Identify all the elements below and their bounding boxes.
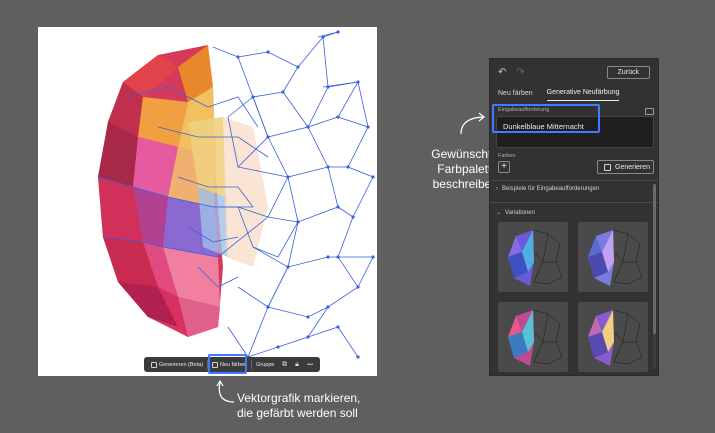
variations-section-toggle[interactable]: ⌄ Variationen xyxy=(496,209,535,217)
generate-icon xyxy=(604,163,611,171)
callout-line: Gewünschte xyxy=(431,147,498,161)
select-vector-callout: Vektorgrafik markieren, die gefärbt werd… xyxy=(237,391,387,421)
panel-header: ↶ ↷ Zurück xyxy=(490,59,658,85)
callout-line: die gefärbt werden soll xyxy=(237,406,358,420)
tab-generative-recolor[interactable]: Generative Neufärbung xyxy=(546,85,620,101)
section-divider xyxy=(490,180,658,181)
describe-palette-callout: Gewünschte Farbpalette beschreiben xyxy=(418,147,498,192)
prompt-highlight-box xyxy=(492,104,600,133)
variation-thumbnail[interactable] xyxy=(498,222,568,292)
prompt-menu-icon[interactable] xyxy=(645,108,654,115)
duplicate-icon[interactable]: ⧉ xyxy=(282,360,288,368)
more-options-button[interactable]: ••• xyxy=(303,359,317,370)
contextual-task-bar: Generieren (Beta) Neu färben Gruppe ⧉ 🔒︎… xyxy=(144,357,320,372)
variations-label: Variationen xyxy=(505,209,535,216)
chevron-right-icon: › xyxy=(496,186,498,192)
group-button[interactable]: Gruppe xyxy=(252,359,278,370)
tab-recolor[interactable]: Neu färben xyxy=(498,89,533,97)
colors-label: Farben xyxy=(498,153,516,159)
generate-button[interactable]: Generieren xyxy=(597,160,654,174)
toolbar-divider xyxy=(251,360,253,369)
recolor-highlight-box xyxy=(208,354,247,374)
variation-thumbnail[interactable] xyxy=(578,222,648,292)
lion-vector-artwork[interactable] xyxy=(38,27,377,376)
recolor-icon xyxy=(211,361,218,368)
section-divider xyxy=(490,202,658,203)
generate-icon xyxy=(151,361,157,368)
callout-line: Farbpalette xyxy=(437,162,498,176)
callout-line: Vektorgrafik markieren, xyxy=(237,391,361,405)
back-button[interactable]: Zurück xyxy=(606,65,650,79)
panel-tabs: Neu färben Generative Neufärbung xyxy=(490,85,658,101)
lock-icon[interactable]: 🔒︎ xyxy=(295,360,299,368)
curved-arrow-icon xyxy=(460,112,485,135)
generate-beta-button[interactable]: Generieren (Beta) xyxy=(147,359,207,370)
variation-thumbnail[interactable] xyxy=(498,302,568,372)
add-color-button[interactable]: + xyxy=(498,161,510,173)
prompt-label: Eingabeaufforderung xyxy=(498,107,550,113)
examples-label: Beispiele für Eingabeaufforderungen xyxy=(502,186,600,192)
undo-icon[interactable]: ↶ xyxy=(498,66,507,78)
examples-section-toggle[interactable]: › Beispiele für Eingabeaufforderungen xyxy=(496,186,599,192)
generative-recolor-panel: ↶ ↷ Zurück Neu färben Generative Neufärb… xyxy=(489,58,659,376)
toolbar-divider xyxy=(207,360,208,369)
callout-line: beschreiben xyxy=(432,177,498,191)
scrollbar-thumb[interactable] xyxy=(653,184,656,334)
recolor-label: Neu färben xyxy=(219,361,248,368)
redo-icon[interactable]: ↷ xyxy=(516,66,525,78)
recolor-button[interactable]: Neu färben xyxy=(208,359,251,370)
group-label: Gruppe xyxy=(256,361,275,368)
more-label: ••• xyxy=(307,361,314,368)
variation-thumbnail[interactable] xyxy=(578,302,648,372)
generate-button-label: Generieren xyxy=(615,163,651,171)
chevron-down-icon: ⌄ xyxy=(496,210,502,216)
artboard[interactable] xyxy=(38,27,377,376)
curved-arrow-icon xyxy=(216,379,235,403)
generate-beta-label: Generieren (Beta) xyxy=(159,361,204,368)
